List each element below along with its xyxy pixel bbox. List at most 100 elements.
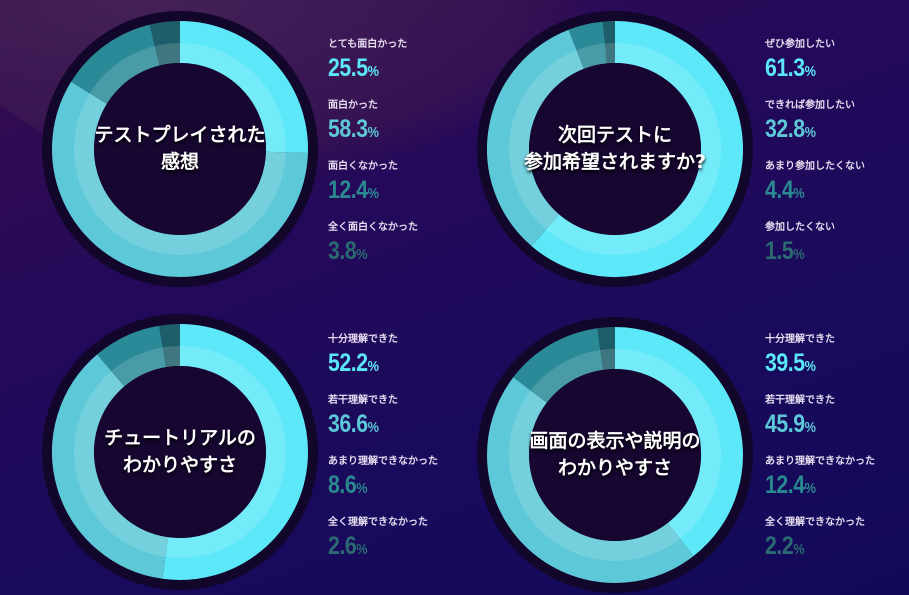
- donut-segment-1: [531, 21, 743, 277]
- value-number: 39.5: [765, 349, 805, 377]
- donut-segment-1: [162, 324, 308, 580]
- legend-value: 39.5%: [765, 347, 893, 383]
- legend-item: 参加したくない 1.5%: [765, 221, 909, 282]
- chart-title-line: 感想: [160, 151, 199, 173]
- chart-title-line: チュートリアルの: [104, 427, 256, 449]
- legend-value: 2.6%: [328, 530, 456, 566]
- legend-value: 32.8%: [765, 113, 893, 149]
- value-unit: %: [356, 480, 368, 497]
- chart-title-line: わかりやすさ: [122, 454, 237, 476]
- donut-segment-2: [52, 354, 169, 579]
- legend-label: 若干理解できた: [328, 395, 398, 406]
- donut-hole: [94, 366, 266, 538]
- value-number: 4.4: [765, 176, 794, 204]
- legend-label: 参加したくない: [765, 222, 835, 233]
- legend-value: 61.3%: [765, 52, 893, 88]
- legend-item: 面白くなかった 12.4%: [328, 160, 478, 221]
- legend-value: 8.6%: [328, 469, 456, 505]
- legend-label: 面白かった: [328, 100, 378, 111]
- legend-item: 十分理解できた 39.5%: [765, 333, 909, 394]
- legend-label: 十分理解できた: [328, 334, 398, 345]
- legend-label: あまり参加したくない: [765, 161, 865, 172]
- donut-inner-highlight: [74, 43, 286, 255]
- legend-label: 全く面白くなかった: [328, 222, 418, 233]
- donut-segment-3: [71, 24, 161, 105]
- legend-value: 58.3%: [328, 113, 456, 149]
- value-unit: %: [367, 358, 379, 375]
- chart-legend: 十分理解できた 52.2% 若干理解できた 36.6% あまり理解できなかった 8.…: [328, 333, 478, 577]
- value-number: 8.6: [328, 471, 357, 499]
- legend-label: 十分理解できた: [765, 334, 835, 345]
- donut-chart: [477, 317, 753, 593]
- legend-item: とても面白かった 25.5%: [328, 38, 478, 99]
- value-number: 12.4: [765, 471, 805, 499]
- legend-value: 12.4%: [765, 469, 893, 505]
- donut-chart: [42, 11, 318, 287]
- value-unit: %: [367, 419, 379, 436]
- legend-label: 面白くなかった: [328, 161, 398, 172]
- chart-legend: ぜひ参加したい 61.3% できれば参加したい 32.8% あまり参加したくない 4…: [765, 38, 909, 282]
- value-number: 3.8: [328, 237, 357, 265]
- legend-value: 1.5%: [765, 235, 893, 271]
- legend-label: とても面白かった: [328, 39, 408, 50]
- donut-hole: [94, 63, 266, 235]
- value-unit: %: [367, 63, 379, 80]
- donut-segment-3: [97, 325, 167, 387]
- donut-segment-2: [52, 81, 308, 277]
- donut-segment-1: [614, 327, 743, 557]
- chart-title: チュートリアルの わかりやすさ: [80, 425, 280, 479]
- value-number: 1.5: [765, 237, 794, 265]
- donut-segment-4: [597, 327, 616, 370]
- legend-item: できれば参加したい 32.8%: [765, 99, 909, 160]
- legend-item: 若干理解できた 36.6%: [328, 394, 478, 455]
- legend-value: 12.4%: [328, 174, 456, 210]
- donut-chart: [42, 314, 318, 590]
- donut-chart: [477, 11, 753, 287]
- value-number: 2.2: [765, 532, 794, 560]
- value-unit: %: [793, 246, 805, 263]
- donut-hole: [529, 369, 701, 541]
- donut-segment-1: [179, 21, 308, 154]
- value-unit: %: [804, 124, 816, 141]
- value-unit: %: [804, 419, 816, 436]
- value-unit: %: [793, 541, 805, 558]
- chart-title: 画面の表示や説明の わかりやすさ: [515, 428, 715, 482]
- legend-item: 十分理解できた 52.2%: [328, 333, 478, 394]
- donut-segment-4: [149, 21, 181, 66]
- legend-value: 45.9%: [765, 408, 893, 444]
- legend-value: 3.8%: [328, 235, 456, 271]
- donut-segment-3: [513, 328, 604, 404]
- legend-label: あまり理解できなかった: [765, 456, 875, 467]
- value-unit: %: [804, 358, 816, 375]
- donut-segment-4: [159, 324, 181, 368]
- value-unit: %: [793, 185, 805, 202]
- donut-inner-highlight: [509, 43, 721, 255]
- chart-title: 次回テストに参加希望されますか?: [515, 122, 715, 176]
- legend-item: 面白かった 58.3%: [328, 99, 478, 160]
- value-number: 52.2: [328, 349, 368, 377]
- chart-title-line: 画面の表示や説明の: [529, 430, 701, 452]
- chart-title-line: 次回テストに: [557, 124, 672, 146]
- value-unit: %: [367, 185, 379, 202]
- legend-value: 4.4%: [765, 174, 893, 210]
- donut-inner-highlight: [74, 346, 286, 558]
- legend-value: 25.5%: [328, 52, 456, 88]
- chart-legend: 十分理解できた 39.5% 若干理解できた 45.9% あまり理解できなかった 12…: [765, 333, 909, 577]
- legend-item: 全く理解できなかった 2.6%: [328, 516, 478, 577]
- chart-title-line: わかりやすさ: [557, 457, 672, 479]
- value-number: 2.6: [328, 532, 357, 560]
- value-unit: %: [804, 480, 816, 497]
- donut-inner-highlight: [509, 349, 721, 561]
- value-unit: %: [804, 63, 816, 80]
- value-number: 36.6: [328, 410, 368, 438]
- legend-label: ぜひ参加したい: [765, 39, 835, 50]
- legend-value: 52.2%: [328, 347, 456, 383]
- value-unit: %: [356, 246, 368, 263]
- legend-label: あまり理解できなかった: [328, 456, 438, 467]
- value-number: 58.3: [328, 115, 368, 143]
- value-unit: %: [367, 124, 379, 141]
- chart-title: テストプレイされた 感想: [80, 122, 280, 176]
- chart-title-line: 参加希望されますか?: [523, 151, 707, 173]
- donut-segment-2: [487, 377, 694, 583]
- value-unit: %: [356, 541, 368, 558]
